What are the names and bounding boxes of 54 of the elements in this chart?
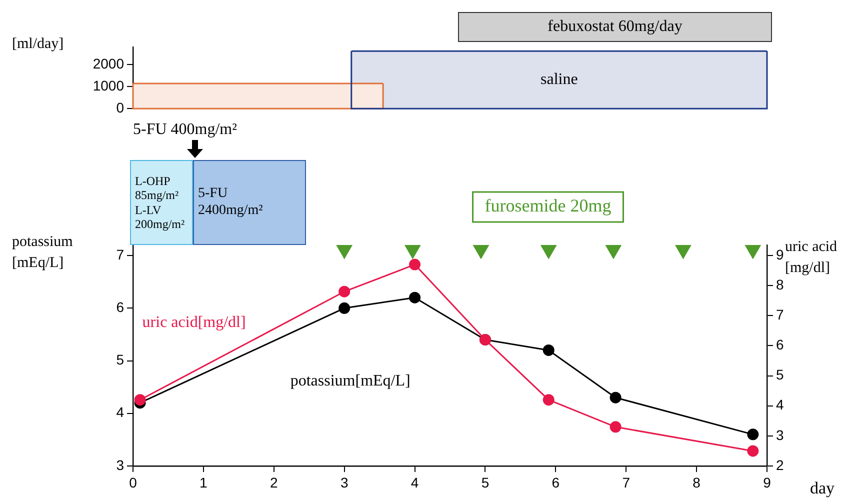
- x-tick-label: 2: [270, 474, 278, 490]
- point: [542, 394, 554, 406]
- point: [605, 245, 622, 259]
- point: [336, 245, 353, 259]
- x-tick-label: 7: [622, 474, 630, 490]
- x-tick-label: 5: [481, 474, 490, 490]
- y-tick-label: 0: [116, 99, 124, 116]
- y2-tick-label: 5: [776, 366, 784, 383]
- point: [409, 258, 421, 270]
- text: L-OHP 85mg/m² L-LV 200mg/m²: [135, 174, 185, 232]
- text: 5-FU 400mg/m²: [133, 120, 237, 140]
- point: [404, 245, 421, 259]
- y2-tick-label: 9: [776, 246, 784, 262]
- x-tick-label: 4: [410, 474, 419, 490]
- point: [540, 245, 557, 259]
- text: febuxostat 60mg/day: [548, 17, 682, 37]
- y2-tick-label: 6: [776, 336, 784, 353]
- point: [747, 428, 759, 440]
- y2-tick-label: 3: [776, 426, 784, 443]
- y2-tick-label: 2: [776, 456, 784, 473]
- y-tick-label: 7: [116, 246, 124, 262]
- text: potassium[mEq/L]: [290, 372, 410, 390]
- x-tick-label: 8: [692, 474, 701, 490]
- y-axis-title: [ml/day]: [12, 36, 64, 52]
- point: [338, 286, 350, 298]
- y2-tick-label: 4: [776, 396, 784, 413]
- point: [747, 445, 759, 457]
- point: [134, 394, 146, 406]
- y2-tick-label: 8: [776, 276, 784, 292]
- series-label: furosemide 20mg: [484, 196, 612, 216]
- y2-axis-title: uric acid [mg/dl]: [785, 238, 838, 276]
- y-tick-label: 4: [116, 404, 124, 420]
- x-axis-title: day: [810, 478, 836, 498]
- x-tick-label: 0: [129, 474, 138, 490]
- series-label: uric acid[mg/dl]: [142, 314, 246, 332]
- point: [610, 421, 622, 433]
- y-tick-label: 2000: [92, 55, 124, 72]
- x-tick-label: 6: [552, 474, 560, 490]
- series-label: saline: [540, 71, 578, 88]
- x-tick-label: 3: [340, 474, 348, 490]
- point: [744, 245, 762, 259]
- point: [610, 392, 622, 404]
- point: [472, 245, 490, 259]
- x-tick-label: 9: [763, 474, 772, 490]
- point: [674, 245, 692, 259]
- y-tick-label: 3: [116, 456, 124, 473]
- x-tick-label: 1: [200, 474, 208, 490]
- y-axis-title: potassium [mEq/L]: [12, 234, 74, 271]
- text: 5-FU 2400mg/m²: [198, 186, 263, 220]
- y-tick-label: 1000: [92, 77, 124, 94]
- y2-tick-label: 7: [776, 306, 784, 323]
- y-tick-label: 5: [116, 352, 124, 368]
- point: [542, 344, 554, 356]
- y-tick-label: 6: [116, 299, 124, 315]
